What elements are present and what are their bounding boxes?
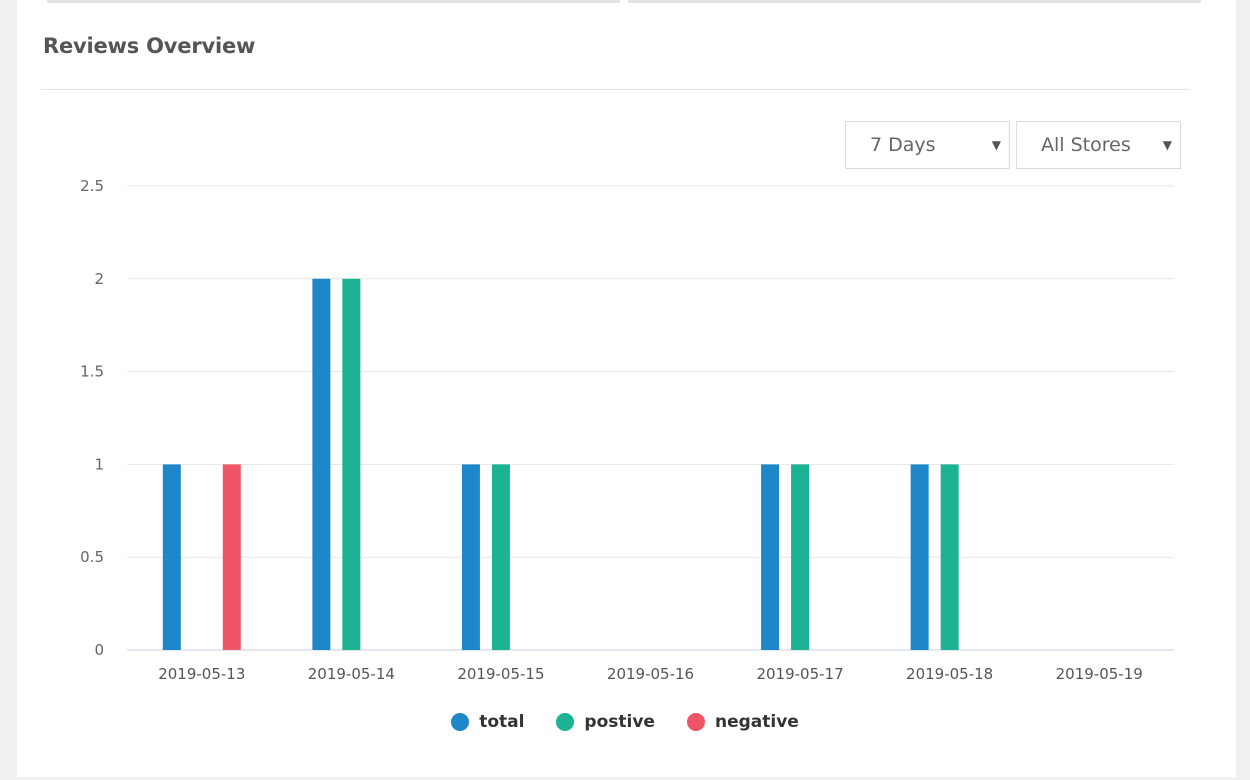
store-select[interactable]: All Stores ▼ [1016, 121, 1181, 169]
store-select-value: All Stores [1041, 134, 1131, 156]
chevron-down-icon: ▼ [991, 138, 1001, 152]
y-tick-label: 0 [94, 641, 104, 659]
bar-total [761, 464, 780, 650]
x-tick-label: 2019-05-18 [906, 665, 993, 683]
period-select[interactable]: 7 Days ▼ [845, 121, 1010, 169]
chevron-down-icon: ▼ [1162, 138, 1172, 152]
bar-total [162, 464, 181, 650]
legend-label: total [479, 712, 525, 732]
bar-total [910, 464, 929, 650]
y-tick-label: 2 [94, 270, 104, 288]
y-tick-label: 1 [94, 455, 104, 473]
reviews-bar-chart: 0 0.5 1 1.5 2 2.5 2019-05-13 2019-05-14 2019-05-… [80, 177, 1174, 683]
bar-total [312, 278, 331, 650]
y-tick-label: 0.5 [80, 548, 104, 566]
page-title: Reviews Overview [43, 34, 256, 58]
bar-postive [791, 464, 810, 650]
x-tick-label: 2019-05-13 [158, 665, 245, 683]
y-tick-label: 2.5 [80, 177, 104, 195]
top-tab-left [47, 0, 620, 3]
x-tick-label: 2019-05-19 [1056, 665, 1143, 683]
chart-legend: total postive negative [0, 712, 1250, 732]
x-tick-label: 2019-05-17 [756, 665, 843, 683]
top-tab-right [628, 0, 1201, 3]
legend-dot-icon [686, 713, 705, 731]
x-tick-label: 2019-05-16 [607, 665, 694, 683]
bar-negative [222, 464, 241, 650]
reviews-overview-card: Reviews Overview 7 Days ▼ All Stores ▼ [17, 0, 1236, 777]
legend-label: postive [584, 712, 655, 732]
bar-postive [491, 464, 510, 650]
x-tick-label: 2019-05-15 [457, 665, 544, 683]
title-divider [42, 89, 1189, 90]
bar-postive [342, 278, 361, 650]
legend-item-postive[interactable]: postive [556, 712, 655, 732]
legend-label: negative [714, 712, 799, 732]
period-select-value: 7 Days [870, 134, 936, 156]
bar-total [461, 464, 480, 650]
legend-item-negative[interactable]: negative [686, 712, 799, 732]
y-tick-label: 1.5 [80, 363, 104, 381]
x-tick-label: 2019-05-14 [308, 665, 395, 683]
bar-postive [940, 464, 959, 650]
legend-dot-icon [556, 713, 575, 731]
legend-dot-icon [451, 713, 470, 731]
legend-item-total[interactable]: total [451, 712, 524, 732]
